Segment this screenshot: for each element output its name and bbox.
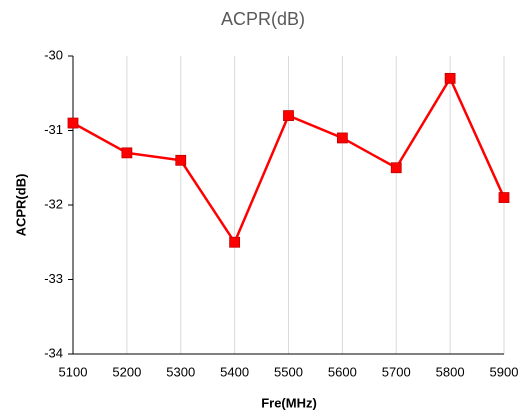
data-point <box>390 162 402 174</box>
x-tick-label: 5400 <box>220 364 249 379</box>
chart-title: ACPR(dB) <box>221 9 305 29</box>
data-point <box>121 147 133 159</box>
x-tick-label: 5200 <box>112 364 141 379</box>
data-point <box>229 236 241 248</box>
x-tick-label: 5600 <box>328 364 357 379</box>
x-axis-title: Fre(MHz) <box>261 395 317 410</box>
data-point <box>175 154 187 166</box>
y-tick-label: -32 <box>44 196 63 211</box>
x-tick-label: 5900 <box>490 364 519 379</box>
y-tick-label: -31 <box>44 122 63 137</box>
x-tick-label: 5800 <box>436 364 465 379</box>
data-point <box>498 192 510 203</box>
y-tick-label: -30 <box>44 47 63 62</box>
data-point <box>444 72 456 84</box>
y-axis-title: ACPR(dB) <box>13 174 28 237</box>
data-point <box>336 132 348 144</box>
x-tick-label: 5100 <box>59 364 88 379</box>
data-point <box>283 110 294 121</box>
x-tick-label: 5500 <box>274 364 303 379</box>
x-tick-label: 5700 <box>382 364 411 379</box>
data-point <box>67 117 79 129</box>
y-tick-label: -33 <box>44 271 63 286</box>
y-tick-label: -34 <box>44 345 63 360</box>
x-tick-label: 5300 <box>166 364 195 379</box>
